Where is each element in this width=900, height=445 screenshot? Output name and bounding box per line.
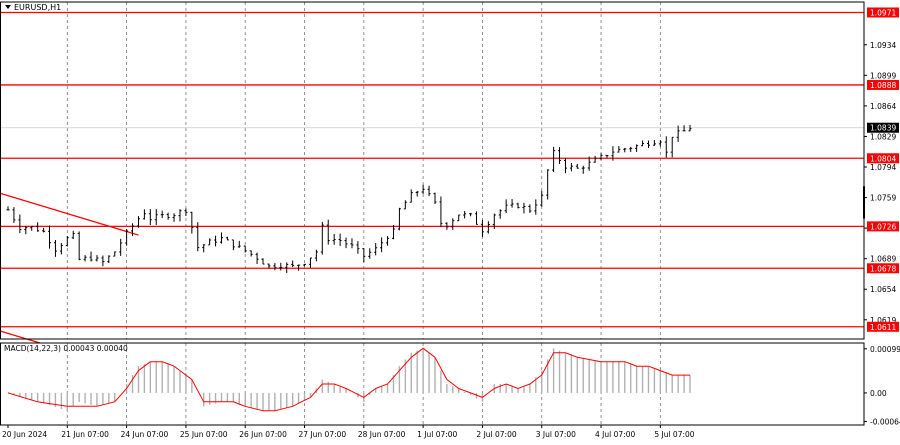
level-price-badge-bg <box>867 7 899 18</box>
macd-indicator-label: MACD(14,22,3) 0.00043 0.00040 <box>4 344 128 353</box>
level-price-badge-bg <box>867 263 899 274</box>
price-badges: 1.0971 1.0888 1.0804 1.0726 1.0678 1.0611 1.08… <box>867 7 899 332</box>
level-price-badge-bg <box>867 153 899 164</box>
price-tick-label: 1.0619 <box>870 316 896 325</box>
price-tick-label: 1.0864 <box>870 102 896 111</box>
time-tick-label: 25 Jun 07:00 <box>180 430 228 439</box>
macd-panel <box>7 347 691 412</box>
panel-frames <box>0 1 865 426</box>
level-price-badge: 1.0804 <box>870 154 896 163</box>
price-tick-label: 1.0689 <box>870 255 896 264</box>
level-price-badge-bg <box>867 221 899 232</box>
price-panel-frame <box>0 1 865 340</box>
price-tick-label: 1.0934 <box>870 41 896 50</box>
trendline-lower[interactable] <box>0 330 41 344</box>
macd-panel-frame <box>0 342 865 426</box>
trendlines[interactable] <box>0 192 139 344</box>
level-price-badge: 1.0611 <box>870 323 896 332</box>
time-tick-label: 24 Jun 07:00 <box>121 430 169 439</box>
time-tick-label: 1 Jul 07:00 <box>417 430 457 439</box>
trendline-descending[interactable] <box>0 192 139 236</box>
chevron-down-icon[interactable] <box>5 5 11 9</box>
macd-tick-label: 0.00099 <box>870 345 900 354</box>
time-tick-label: 28 Jun 07:00 <box>358 430 406 439</box>
level-price-badge: 1.0888 <box>870 81 896 90</box>
level-price-badge: 1.0971 <box>870 8 896 17</box>
level-price-badge: 1.0726 <box>870 222 896 231</box>
macd-signal-line <box>7 347 690 412</box>
time-tick-label: 2 Jul 07:00 <box>476 430 516 439</box>
time-tick-label: 5 Jul 07:00 <box>654 430 694 439</box>
price-tick-label: 1.0899 <box>870 71 896 80</box>
price-tick-label: 1.0794 <box>870 163 896 172</box>
current-price-badge-bg <box>867 122 899 133</box>
level-price-badge-bg <box>867 321 899 332</box>
time-tick-label: 3 Jul 07:00 <box>536 430 576 439</box>
macd-tick-label: -0.00064 <box>870 417 900 426</box>
chart-title: EURUSD,H1 <box>5 3 61 12</box>
current-price-badge: 1.0839 <box>870 124 896 133</box>
horizontal-levels[interactable] <box>0 11 864 328</box>
price-candles <box>6 124 865 274</box>
macd-label: MACD(14,22,3) 0.00043 0.00040 <box>4 344 128 353</box>
time-tick-label: 4 Jul 07:00 <box>595 430 635 439</box>
grid <box>0 2 864 425</box>
time-tick-label: 21 Jun 07:00 <box>61 430 109 439</box>
level-price-badge: 1.0678 <box>870 264 896 273</box>
level-price-badge-bg <box>867 79 899 90</box>
macd-tick-label: 0.00 <box>870 389 887 398</box>
symbol-title: EURUSD,H1 <box>14 3 61 12</box>
time-tick-label: 20 Jun 2024 <box>2 430 47 439</box>
price-tick-label: 1.0759 <box>870 194 896 203</box>
time-tick-label: 26 Jun 07:00 <box>239 430 287 439</box>
price-tick-label: 1.0829 <box>870 132 896 141</box>
price-tick-label: 1.0654 <box>870 285 896 294</box>
axes: 1.0934 1.0899 1.0864 1.0829 1.0794 1.0759 1.07… <box>2 41 900 439</box>
time-tick-label: 27 Jun 07:00 <box>299 430 347 439</box>
